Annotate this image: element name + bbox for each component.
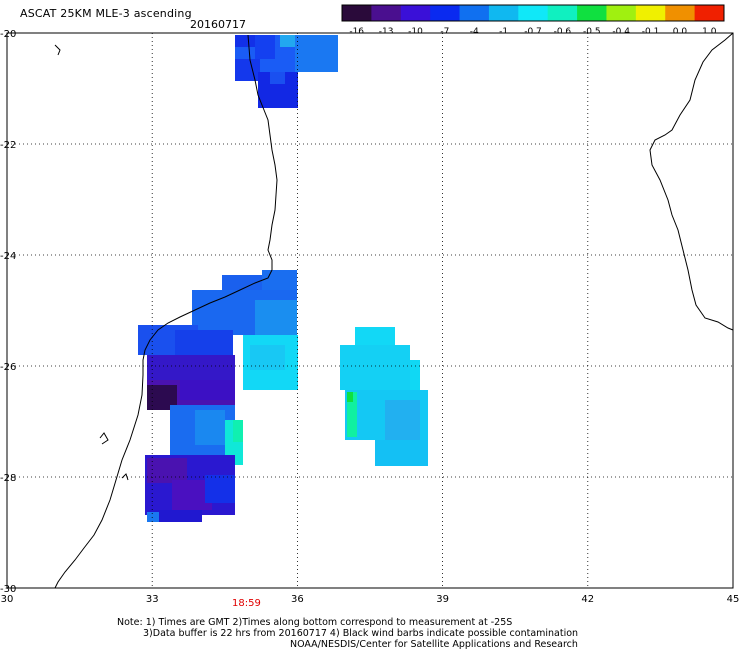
colorbar-label: 0.0 (673, 27, 688, 37)
coastline-madagascar (649, 32, 734, 331)
y-tick-label: -28 (0, 473, 16, 484)
colorbar-label: -13 (379, 27, 394, 37)
note-line-2: 3)Data buffer is 22 hrs from 20160717 4)… (143, 628, 579, 639)
note-line-1: Note: 1) Times are GMT 2)Times along bot… (117, 617, 513, 628)
colorbar-cell (547, 5, 578, 21)
colorbar-cell (430, 5, 461, 21)
x-tick-label: 33 (146, 594, 159, 605)
x-tick-label: 39 (436, 594, 449, 605)
y-tick-label: -24 (0, 251, 16, 262)
x-tick-label: 36 (291, 594, 304, 605)
colorbar-label: -4 (470, 27, 479, 37)
x-tick-label: 42 (581, 594, 594, 605)
colorbar-label: -0.4 (612, 27, 630, 37)
map-date: 20160717 (190, 18, 246, 31)
note-line-3: NOAA/NESDIS/Center for Satellite Applica… (290, 639, 578, 650)
y-tick-label: -30 (0, 584, 16, 595)
colorbar-cell (606, 5, 637, 21)
colorbar-label: -10 (408, 27, 423, 37)
x-tick-label: 30 (1, 594, 14, 605)
swath-central-east (340, 327, 428, 466)
colorbar-cell (665, 5, 696, 21)
colorbar-cell (694, 5, 725, 21)
colorbar: -16 -13 -10 -7 -4 -1 -0.7 -0.6 -0.5 -0.4 -0.1 0.0 1.… (341, 4, 725, 37)
x-tick-label: 45 (727, 594, 740, 605)
colorbar-label: -7 (440, 27, 449, 37)
grid-lines (7, 33, 733, 588)
map-area (6, 32, 734, 589)
colorbar-label: -0.5 (583, 27, 601, 37)
colorbar-cell (371, 5, 402, 21)
colorbar-cell (488, 5, 519, 21)
y-tick-label: -22 (0, 140, 16, 151)
x-tick-labels: 30 33 36 39 42 45 (1, 594, 740, 605)
map-title: ASCAT 25KM MLE-3 ascending (20, 7, 192, 20)
colorbar-label: -16 (349, 27, 364, 37)
swath-north (235, 35, 338, 108)
colorbar-label: 1.0 (702, 27, 717, 37)
time-label: 18:59 (232, 598, 261, 609)
colorbar-labels: -16 -13 -10 -7 -4 -1 -0.7 -0.6 -0.5 -0.4 -0.1 0.0 1.… (349, 27, 716, 37)
colorbar-label: -0.6 (554, 27, 572, 37)
y-tick-labels: -20 -22 -24 -26 -28 -30 (0, 29, 16, 595)
y-tick-label: -20 (0, 29, 16, 40)
colorbar-cell (577, 5, 607, 21)
colorbar-label: -0.7 (524, 27, 542, 37)
colorbar-label: -1 (499, 27, 508, 37)
colorbar-cell (635, 5, 666, 21)
colorbar-cell (400, 5, 431, 21)
colorbar-cells (342, 5, 725, 21)
colorbar-label: -0.1 (642, 27, 660, 37)
swath-central-west (138, 270, 298, 522)
colorbar-cell (459, 5, 490, 21)
y-tick-label: -26 (0, 362, 16, 373)
colorbar-cell (342, 5, 372, 21)
colorbar-cell (518, 5, 549, 21)
